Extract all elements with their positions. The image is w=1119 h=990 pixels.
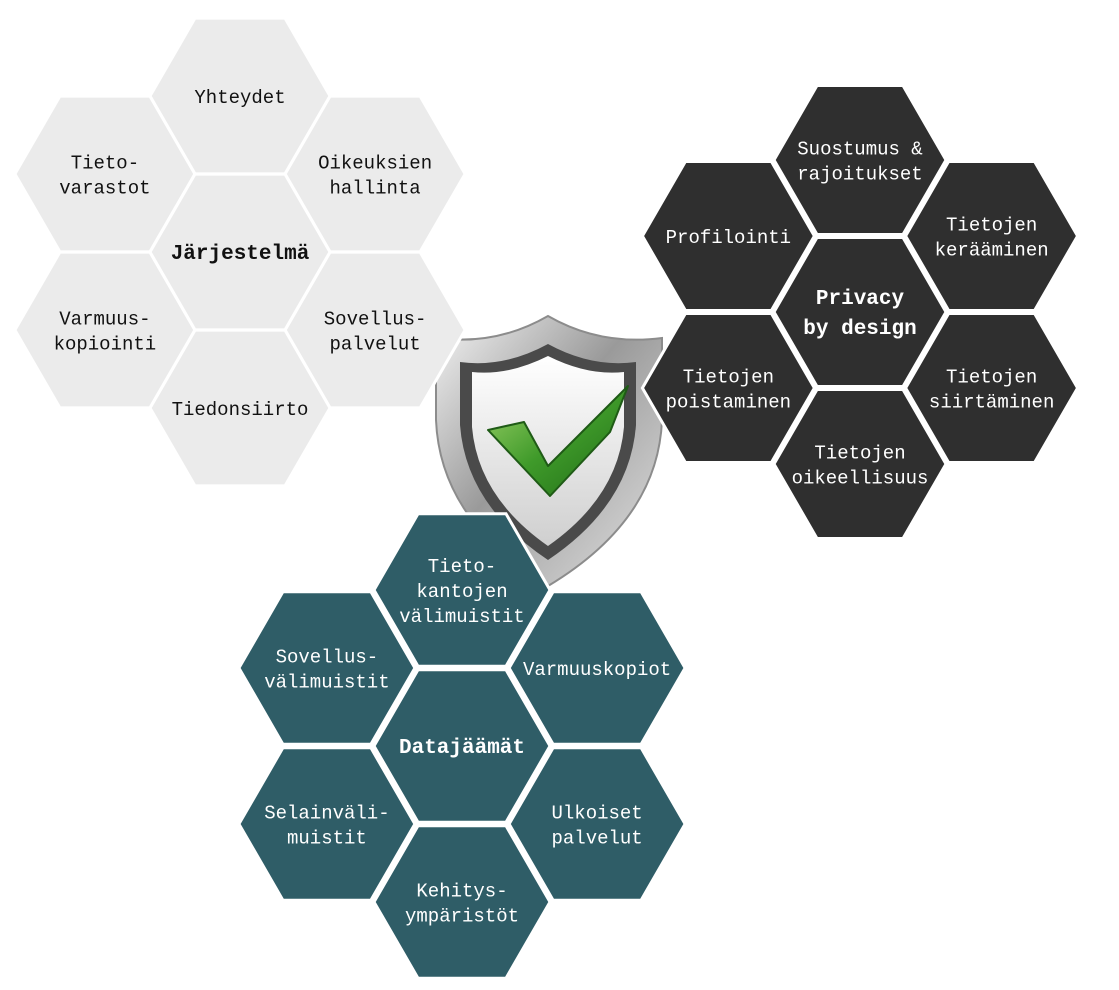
- hex-privacy-item-shape: [772, 388, 948, 540]
- hex-datajaamat-item: Ulkoiset palvelut: [507, 746, 687, 902]
- hex-privacy-item: Tietojen siirtäminen: [903, 312, 1080, 464]
- hex-datajaamat-item-label-line: Sovellus-: [276, 647, 379, 669]
- hex-datajaamat-item: Sovellus-välimuistit: [237, 590, 417, 746]
- hex-datajaamat-center: Datajäämät: [372, 668, 552, 824]
- hex-datajaamat-item-label-line: ympäristöt: [405, 906, 519, 928]
- hex-jarjestelma-item-label-line: Oikeuksien: [318, 153, 432, 175]
- hex-datajaamat-item: Varmuuskopiot: [507, 590, 687, 746]
- hex-privacy-item-label-line: rajoitukset: [797, 164, 922, 186]
- hex-datajaamat-item-label-line: välimuistit: [399, 606, 524, 628]
- hex-privacy-item-shape: [903, 312, 1080, 464]
- hex-datajaamat-item-label-line: kantojen: [416, 581, 507, 603]
- hex-jarjestelma-item: Sovellus-palvelut: [283, 250, 467, 410]
- hex-privacy-item-label-line: oikeellisuus: [792, 468, 929, 490]
- hex-datajaamat-item: Selainväli-muistit: [237, 746, 417, 902]
- hex-datajaamat-item: Tieto-kantojen välimuistit: [372, 512, 552, 668]
- hex-privacy-center-shape: [772, 236, 948, 388]
- hex-jarjestelma-item: Varmuus-kopiointi: [13, 250, 197, 410]
- hex-privacy-item: Tietojen oikeellisuus: [772, 388, 948, 540]
- hex-datajaamat-item-label-line: palvelut: [551, 828, 642, 850]
- hex-privacy-item-label-line: siirtäminen: [929, 392, 1054, 414]
- hex-privacy-item-shape: [640, 312, 817, 464]
- hex-privacy-item-label-line: kerääminen: [935, 240, 1049, 262]
- hex-datajaamat-item-label-line: muistit: [287, 828, 367, 850]
- hex-privacy-item-label-line: Suostumus &: [797, 139, 922, 161]
- hex-privacy-item-label-line: Tietojen: [814, 443, 905, 465]
- hex-privacy-item-label-line: Tietojen: [946, 215, 1037, 237]
- hex-jarjestelma-item-label-line: palvelut: [329, 334, 420, 356]
- hex-privacy-item-shape: [772, 84, 948, 236]
- hex-datajaamat-item-shape: [507, 590, 687, 746]
- hex-jarjestelma-center-shape: [148, 172, 332, 332]
- hex-datajaamat-item-label-line: Kehitys-: [416, 881, 507, 903]
- hex-datajaamat-item-shape: [507, 746, 687, 902]
- hex-datajaamat-item-label-line: Ulkoiset: [551, 803, 642, 825]
- hex-datajaamat-item-shape: [237, 746, 417, 902]
- hex-privacy-item-label-line: Tietojen: [946, 367, 1037, 389]
- hex-privacy-center-label-line: by design: [803, 318, 916, 341]
- hex-datajaamat-item-label-line: Tieto-: [428, 556, 496, 578]
- hex-jarjestelma-item: Oikeuksien hallinta: [283, 94, 467, 254]
- hex-datajaamat-item: Kehitys-ympäristöt: [372, 824, 552, 980]
- hex-privacy-item: Profilointi: [640, 160, 817, 312]
- hex-jarjestelma-item-label-line: Yhteydet: [194, 87, 285, 109]
- hex-jarjestelma-item-label-line: hallinta: [329, 178, 420, 200]
- hex-privacy-item-label-line: poistaminen: [666, 392, 791, 414]
- hex-privacy-item-label-line: Tietojen: [683, 367, 774, 389]
- hex-privacy-item-shape: [640, 160, 817, 312]
- hex-privacy-item-label-line: Profilointi: [666, 227, 791, 249]
- hex-jarjestelma-item-label-line: Varmuus-: [59, 309, 150, 331]
- hex-privacy-center-label-line: Privacy: [816, 288, 905, 311]
- hex-privacy-item: Tietojen poistaminen: [640, 312, 817, 464]
- hex-datajaamat-item-shape: [237, 590, 417, 746]
- hex-privacy-item: Suostumus & rajoitukset: [772, 84, 948, 236]
- hex-jarjestelma-item-label-line: varastot: [59, 178, 150, 200]
- hex-datajaamat-center-label-line: Datajäämät: [399, 737, 525, 760]
- hex-privacy-item: Tietojen kerääminen: [903, 160, 1080, 312]
- hex-datajaamat-center-shape: [372, 668, 552, 824]
- hex-jarjestelma-item-label-line: Sovellus-: [324, 309, 427, 331]
- hex-jarjestelma-item-label-line: kopiointi: [54, 334, 157, 356]
- hex-datajaamat-item-label-line: välimuistit: [264, 672, 389, 694]
- hex-jarjestelma-item-label-line: Tiedonsiirto: [172, 399, 309, 421]
- hex-privacy-center: Privacy by design: [772, 236, 948, 388]
- hex-jarjestelma-center: Järjestelmä: [148, 172, 332, 332]
- hex-datajaamat-item-shape: [372, 512, 552, 668]
- hex-datajaamat-item-shape: [372, 824, 552, 980]
- hex-jarjestelma-item-label-line: Tieto-: [71, 153, 139, 175]
- hex-datajaamat-item-label-line: Varmuuskopiot: [523, 659, 671, 681]
- hex-datajaamat-item-label-line: Selainväli-: [264, 803, 389, 825]
- hex-jarjestelma-center-label-line: Järjestelmä: [171, 243, 310, 266]
- hex-privacy-item-shape: [903, 160, 1080, 312]
